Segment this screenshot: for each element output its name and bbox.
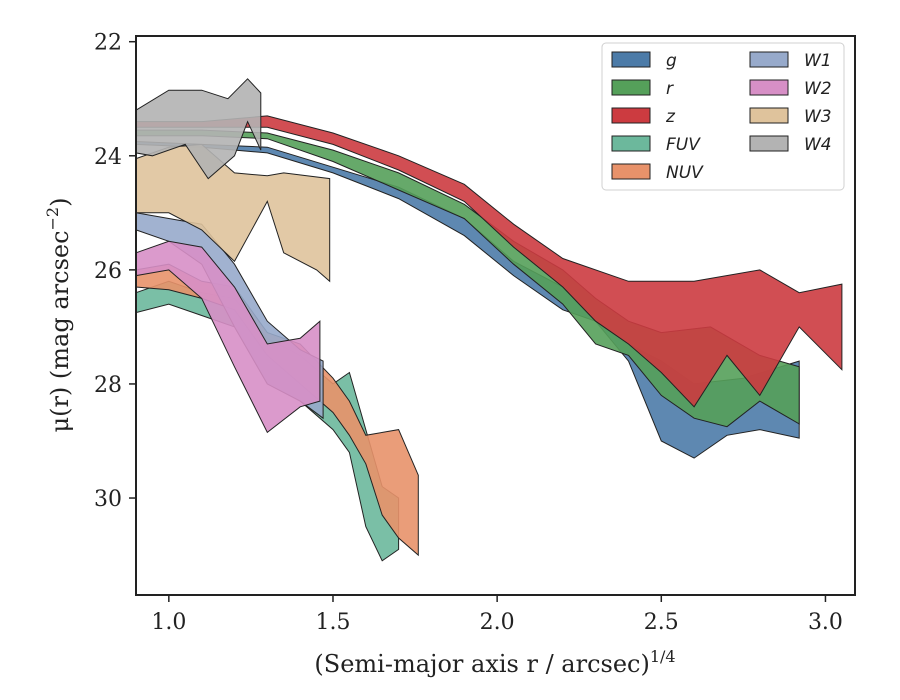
legend-label-fuv: FUV	[666, 135, 701, 155]
legend-label-w2: W2	[804, 79, 832, 99]
y-tick-label: 24	[94, 145, 122, 170]
legend-label-z: z	[665, 107, 676, 127]
y-axis-label: μ(r) (mag arcsec−2)	[43, 198, 74, 433]
band-r	[135, 129, 800, 428]
x-tick-label: 2.0	[480, 610, 515, 635]
legend-swatch-w1	[749, 51, 789, 68]
legend-swatch-nuv	[611, 163, 651, 180]
x-tick-label: 1.0	[151, 610, 186, 635]
legend-swatch-w2	[749, 79, 789, 96]
plot-frame	[135, 35, 856, 596]
band-w4	[135, 78, 262, 180]
legend-label-nuv: NUV	[666, 163, 704, 183]
y-tick-label: 22	[94, 31, 122, 56]
y-tick-label: 28	[94, 373, 122, 398]
y-tick-label: 26	[94, 259, 122, 284]
x-axis-label: (Semi-major axis r / arcsec)1/4	[314, 647, 675, 678]
x-tick-label: 1.5	[315, 610, 350, 635]
legend: grz FUV NUV W1 W2 W3 W4	[601, 42, 845, 191]
legend-swatch-w4	[749, 135, 789, 152]
x-tick-label: 2.5	[644, 610, 679, 635]
legend-swatch-z	[611, 107, 651, 124]
profile-bands	[135, 78, 843, 562]
x-tick-label: 3.0	[808, 610, 843, 635]
legend-label-r: r	[666, 79, 674, 99]
x-axis-ticks: 1.0 1.5 2.0 2.5 3.0	[151, 595, 843, 635]
legend-label-w3: W3	[804, 107, 832, 127]
legend-label-g: g	[666, 51, 677, 71]
legend-swatch-g	[611, 51, 651, 68]
legend-label-w4: W4	[804, 135, 832, 155]
legend-label-w1: W1	[804, 51, 832, 71]
legend-swatch-w3	[749, 107, 789, 124]
legend-swatch-fuv	[611, 135, 651, 152]
band-w2	[135, 240, 321, 434]
y-tick-label: 30	[94, 487, 122, 512]
band-z	[135, 115, 843, 408]
legend-swatch-r	[611, 79, 651, 96]
y-axis-ticks: 22 24 26 28 30	[94, 31, 136, 512]
